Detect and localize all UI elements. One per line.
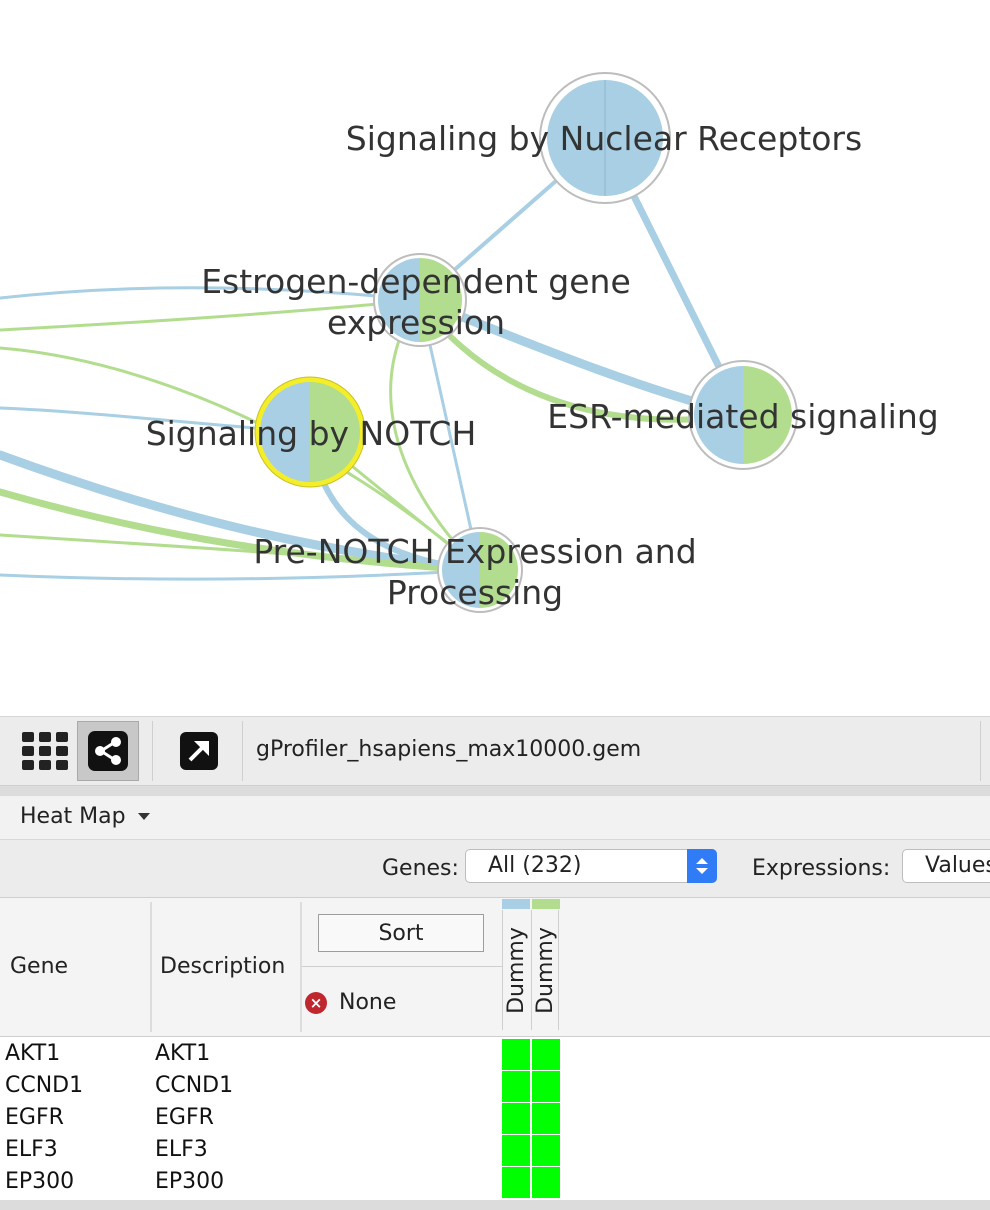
description-cell: ELF3 bbox=[155, 1137, 208, 1162]
sort-option-none[interactable]: × None bbox=[305, 990, 396, 1015]
table-row[interactable]: AKT1 AKT1 bbox=[0, 1039, 990, 1071]
column-separator[interactable] bbox=[300, 902, 302, 1032]
heatmap-cell bbox=[502, 1071, 530, 1102]
condition-label: Dummy bbox=[532, 926, 558, 1014]
sort-value-label: None bbox=[339, 990, 397, 1015]
gene-cell: ELF3 bbox=[5, 1137, 58, 1162]
genes-label: Genes: bbox=[382, 856, 459, 881]
panel-divider[interactable] bbox=[0, 786, 990, 796]
node-label: Signaling by NOTCH bbox=[146, 414, 477, 453]
sort-divider bbox=[302, 966, 502, 967]
node-label: ESR-mediated signaling bbox=[547, 397, 938, 436]
gene-cell: CCND1 bbox=[5, 1073, 84, 1098]
edge bbox=[0, 298, 422, 332]
select-stepper-icon bbox=[687, 849, 717, 883]
table-bottom-edge bbox=[0, 1200, 990, 1210]
node-label: expression bbox=[327, 303, 505, 342]
heatmap-cell bbox=[532, 1167, 560, 1198]
node-signaling-by-nuclear-receptors[interactable]: Signaling by Nuclear Receptors bbox=[346, 72, 862, 204]
gene-cell: EGFR bbox=[5, 1105, 64, 1130]
panel-header: Heat Map bbox=[0, 796, 990, 840]
clear-sort-icon[interactable]: × bbox=[305, 991, 327, 1014]
results-toolbar: gProfiler_hsapiens_max10000.gem bbox=[0, 716, 990, 786]
column-header-condition[interactable]: Dummy bbox=[502, 910, 530, 1030]
node-pre-notch-expression-and-processing[interactable]: Pre-NOTCH Expression and Processing bbox=[253, 527, 697, 613]
description-cell: AKT1 bbox=[155, 1041, 211, 1066]
description-cell: EP300 bbox=[155, 1169, 225, 1194]
heatmap-cell bbox=[532, 1135, 560, 1166]
expressions-select-value: Values bbox=[925, 853, 990, 878]
description-cell: EGFR bbox=[155, 1105, 214, 1130]
description-cell: CCND1 bbox=[155, 1073, 234, 1098]
table-header: Gene Description Sort × None Dummy Dummy bbox=[0, 897, 990, 1037]
heatmap-cell bbox=[502, 1167, 530, 1198]
network-graph[interactable]: Signaling by Nuclear Receptors Estrogen-… bbox=[0, 0, 990, 716]
node-signaling-by-notch[interactable]: Signaling by NOTCH bbox=[146, 376, 477, 488]
network-view-button[interactable] bbox=[77, 721, 139, 781]
gene-cell: AKT1 bbox=[5, 1041, 61, 1066]
heatmap-cell bbox=[532, 1071, 560, 1102]
heat-map-menu[interactable]: Heat Map bbox=[20, 804, 150, 829]
grid-icon bbox=[22, 732, 68, 770]
network-canvas[interactable]: Signaling by Nuclear Receptors Estrogen-… bbox=[0, 0, 990, 716]
node-label: Processing bbox=[387, 573, 563, 612]
node-label: Signaling by Nuclear Receptors bbox=[346, 119, 862, 158]
heat-map-menu-label: Heat Map bbox=[20, 804, 126, 829]
condition-color-bar bbox=[532, 899, 560, 909]
heatmap-controls: Genes: All (232) Expressions: Values bbox=[0, 840, 990, 897]
column-header-gene[interactable]: Gene bbox=[10, 954, 69, 979]
heatmap-cell bbox=[502, 1103, 530, 1134]
edge bbox=[0, 450, 485, 575]
expressions-select[interactable]: Values bbox=[902, 849, 990, 883]
table-row[interactable]: ELF3 ELF3 bbox=[0, 1135, 990, 1167]
export-arrow-icon bbox=[180, 732, 218, 770]
column-header-description[interactable]: Description bbox=[160, 954, 286, 979]
heatmap-cell bbox=[502, 1135, 530, 1166]
toolbar-separator bbox=[242, 721, 243, 781]
column-separator[interactable] bbox=[150, 902, 152, 1032]
heatmap-table: Gene Description Sort × None Dummy Dummy… bbox=[0, 897, 990, 1210]
condition-label: Dummy bbox=[504, 926, 530, 1014]
genes-select[interactable]: All (232) bbox=[465, 849, 717, 883]
table-row[interactable]: CCND1 CCND1 bbox=[0, 1071, 990, 1103]
heatmap-cell bbox=[532, 1039, 560, 1070]
toolbar-separator bbox=[980, 721, 981, 781]
edge bbox=[0, 533, 482, 572]
table-row[interactable]: EGFR EGFR bbox=[0, 1103, 990, 1135]
edge bbox=[0, 286, 422, 302]
heatmap-cell bbox=[502, 1039, 530, 1070]
expressions-label: Expressions: bbox=[752, 856, 891, 881]
column-header-condition[interactable]: Dummy bbox=[531, 910, 559, 1030]
gem-filename: gProfiler_hsapiens_max10000.gem bbox=[256, 737, 642, 762]
heatmap-cell bbox=[532, 1103, 560, 1134]
genes-select-value: All (232) bbox=[488, 853, 582, 878]
network-share-icon bbox=[88, 731, 128, 771]
gene-cell: EP300 bbox=[5, 1169, 75, 1194]
edge bbox=[0, 568, 482, 581]
sort-button[interactable]: Sort bbox=[318, 914, 484, 952]
node-label: Estrogen-dependent gene bbox=[201, 262, 631, 301]
caret-down-icon bbox=[137, 813, 150, 820]
grid-view-button[interactable] bbox=[14, 721, 76, 781]
export-button[interactable] bbox=[168, 721, 230, 781]
node-estrogen-dependent-gene-expression[interactable]: Estrogen-dependent gene expression bbox=[201, 253, 631, 347]
node-label: Pre-NOTCH Expression and bbox=[253, 532, 696, 571]
table-row[interactable]: EP300 EP300 bbox=[0, 1167, 990, 1199]
condition-color-bar bbox=[502, 899, 530, 909]
node-esr-mediated-signaling[interactable]: ESR-mediated signaling bbox=[547, 360, 939, 470]
toolbar-separator bbox=[152, 721, 153, 781]
